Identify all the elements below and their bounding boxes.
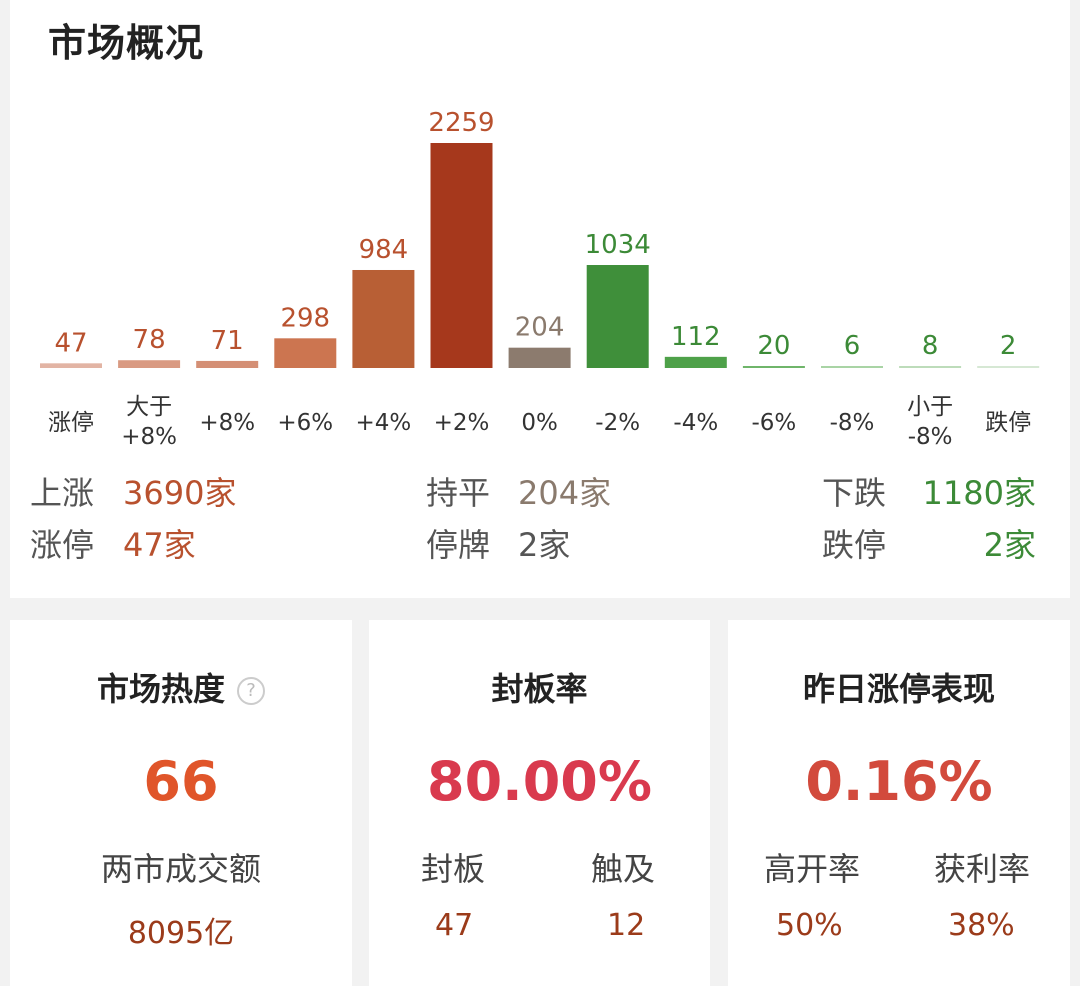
seal-rate-title: 封板率 xyxy=(491,670,588,708)
category-label-4: +4% xyxy=(356,410,412,436)
bar-7 xyxy=(586,265,649,368)
yesterday-title: 昨日涨停表现 xyxy=(802,670,995,708)
bar-0 xyxy=(40,363,102,368)
seal-rate-card[interactable]: 封板率 80.00% 封板 触及 47 12 xyxy=(369,620,710,986)
suspended-label: 停牌 xyxy=(426,526,491,564)
sealed-value: 47 xyxy=(435,908,474,943)
down-value: 1180家 xyxy=(922,474,1036,512)
bar-12 xyxy=(977,366,1040,368)
category-label-10: -8% xyxy=(830,410,875,436)
category-label-7: -2% xyxy=(595,410,640,436)
bar-8 xyxy=(664,356,727,368)
bar-11 xyxy=(899,366,962,368)
category-label-6: 0% xyxy=(521,410,558,436)
market-heat-card[interactable]: 市场热度? 66 两市成交额 8095亿 xyxy=(10,620,352,986)
bar-value-label-5: 2259 xyxy=(428,108,494,138)
limit-up-value: 47家 xyxy=(123,526,196,564)
bar-value-label-7: 1034 xyxy=(585,230,651,260)
yesterday-value: 0.16% xyxy=(805,750,993,813)
touched-label: 触及 xyxy=(591,850,656,888)
yesterday-limit-up-card[interactable]: 昨日涨停表现 0.16% 高开率 获利率 50% 38% xyxy=(728,620,1070,986)
profit-rate-value: 38% xyxy=(948,908,1015,943)
category-label-8: -4% xyxy=(673,410,718,436)
category-label-5: +2% xyxy=(434,410,490,436)
category-label-0: 涨停 xyxy=(48,410,94,436)
limit-down-value: 2家 xyxy=(983,526,1036,564)
limit-up-label: 涨停 xyxy=(30,526,95,564)
profit-rate-label: 获利率 xyxy=(934,850,1031,888)
bar-value-label-9: 20 xyxy=(757,331,790,361)
bar-9 xyxy=(742,366,805,368)
flat-value: 204家 xyxy=(518,474,612,512)
up-label: 上涨 xyxy=(30,474,95,512)
touched-value: 12 xyxy=(607,908,646,943)
high-open-rate-value: 50% xyxy=(776,908,843,943)
category-label-11-line-1: -8% xyxy=(908,424,953,450)
limit-down-label: 跌停 xyxy=(822,526,887,564)
bar-1 xyxy=(118,360,181,368)
bar-value-label-1: 78 xyxy=(133,325,166,355)
bar-value-label-8: 112 xyxy=(671,322,721,352)
bar-value-label-0: 47 xyxy=(54,328,87,358)
bar-value-label-3: 298 xyxy=(280,303,330,333)
bar-5 xyxy=(430,143,493,368)
help-icon[interactable]: ? xyxy=(237,677,265,705)
category-label-11-line-0: 小于 xyxy=(907,394,953,420)
category-label-1-line-0: 大于 xyxy=(126,394,172,420)
down-label: 下跌 xyxy=(822,474,887,512)
market-overview-card: 市场概况 47 涨停 78 大于 +8% 71 +8% 298 +6% 984 +4% 2259 +2%… xyxy=(10,0,1070,598)
up-value: 3690家 xyxy=(123,474,237,512)
bar-2 xyxy=(196,360,259,368)
turnover-value: 8095亿 xyxy=(127,916,235,951)
high-open-rate-label: 高开率 xyxy=(764,850,861,888)
sealed-label: 封板 xyxy=(421,850,486,888)
overview-title: 市场概况 xyxy=(48,21,205,65)
category-label-2: +8% xyxy=(199,410,255,436)
market-heat-title: 市场热度 xyxy=(96,670,225,708)
bar-10 xyxy=(821,366,883,368)
flat-label: 持平 xyxy=(426,474,491,512)
bar-value-label-4: 984 xyxy=(359,235,409,265)
market-heat-value: 66 xyxy=(143,750,219,813)
suspended-value: 2家 xyxy=(518,526,571,564)
bar-4 xyxy=(352,269,415,368)
bar-value-label-12: 2 xyxy=(1000,331,1017,361)
bar-value-label-2: 71 xyxy=(211,326,244,356)
category-label-9: -6% xyxy=(752,410,797,436)
category-label-1-line-1: +8% xyxy=(121,424,177,450)
category-label-3: +6% xyxy=(277,410,333,436)
bar-value-label-11: 8 xyxy=(922,331,939,361)
turnover-label: 两市成交额 xyxy=(100,850,261,888)
bar-value-label-6: 204 xyxy=(515,313,565,343)
seal-rate-value: 80.00% xyxy=(427,750,652,813)
market-heat-title-row: 市场热度? xyxy=(10,664,352,710)
category-label-12: 跌停 xyxy=(985,410,1031,436)
distribution-chart: 47 涨停 78 大于 +8% 71 +8% 298 +6% 984 +4% 2259 +2% 204 0%… xyxy=(40,108,1040,450)
bar-value-label-10: 6 xyxy=(844,331,861,361)
bar-6 xyxy=(508,347,571,368)
bar-3 xyxy=(274,338,337,368)
